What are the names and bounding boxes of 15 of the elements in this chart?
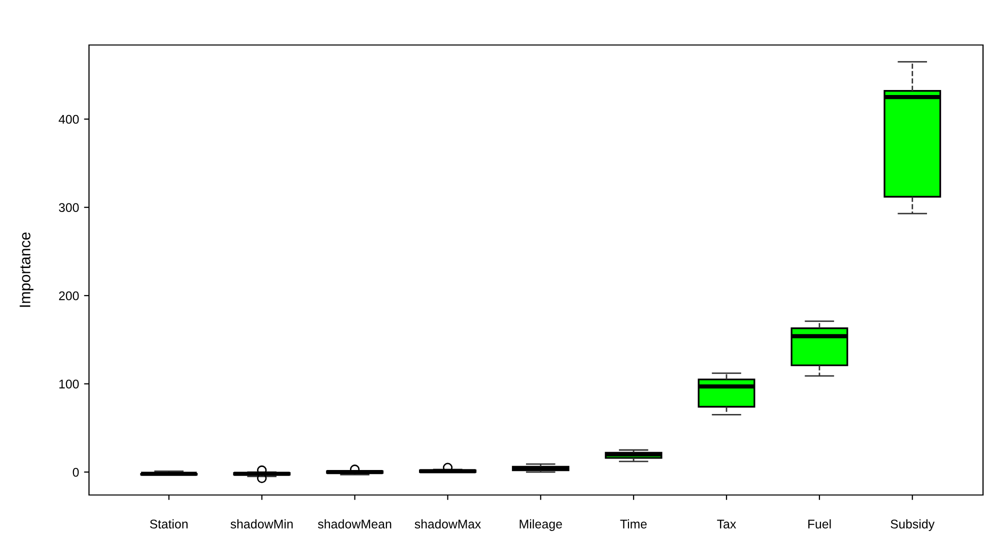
- y-tick-label: 100: [59, 380, 79, 388]
- y-tick-label: 300: [58, 203, 79, 212]
- y-tick-label: 400: [58, 114, 79, 124]
- x-tick-label: Time: [620, 519, 647, 528]
- x-tick-label: shadowMax: [414, 519, 481, 528]
- y-axis-title: Importance: [20, 232, 34, 307]
- x-tick-label: Subsidy: [890, 519, 935, 531]
- x-tick-label: shadowMean: [318, 519, 392, 528]
- x-tick-label: Mileage: [520, 519, 562, 531]
- x-tick-label: Tax: [717, 520, 736, 528]
- y-tick-label: 0: [72, 468, 79, 477]
- x-tick-label: Fuel: [808, 519, 831, 528]
- y-tick-label: 200: [59, 291, 79, 300]
- x-tick-label: Station: [150, 519, 188, 528]
- x-tick-label: shadowMin: [230, 519, 293, 528]
